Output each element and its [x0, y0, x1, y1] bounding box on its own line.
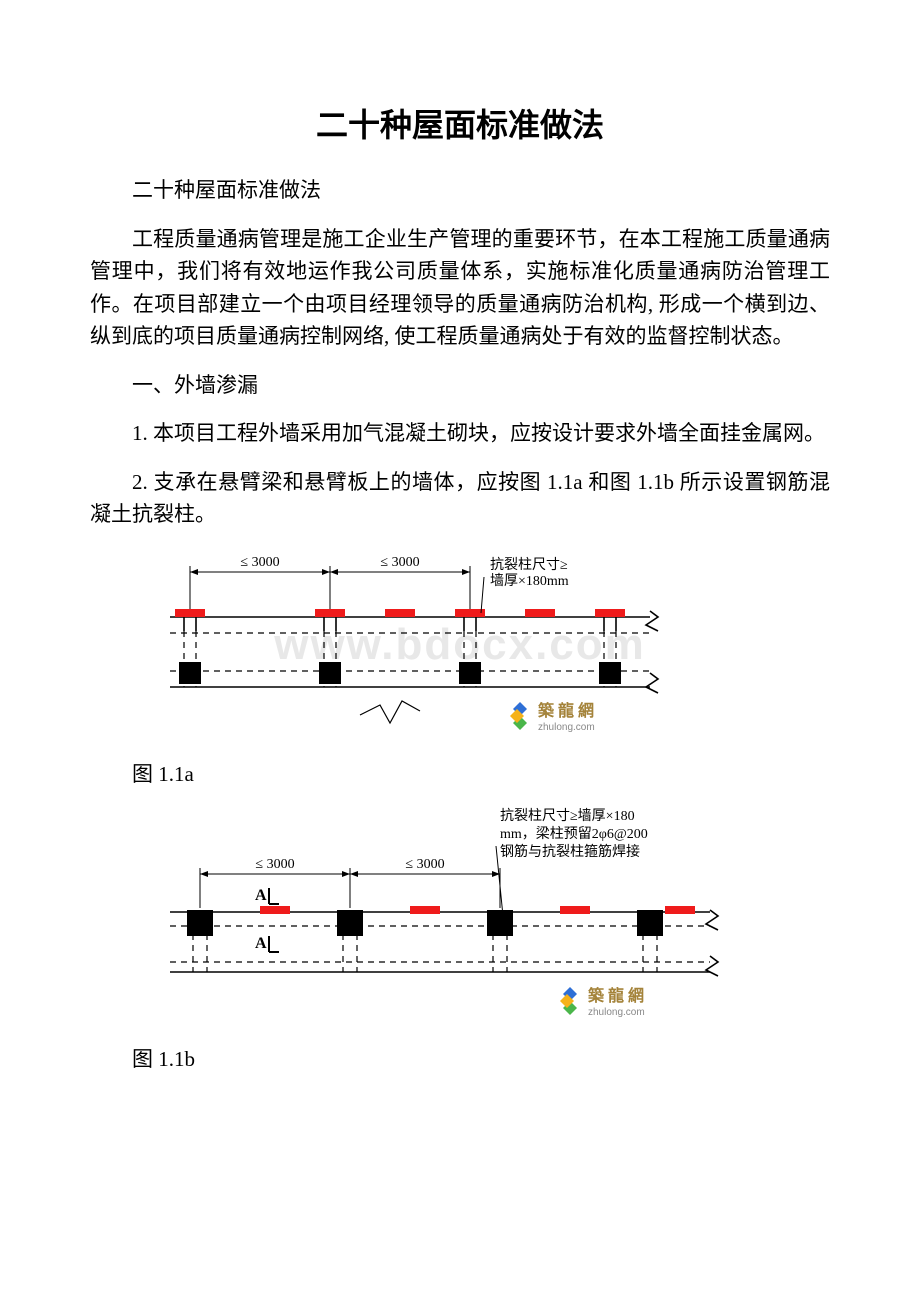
svg-text:≤ 3000: ≤ 3000: [240, 555, 279, 570]
svg-text:A: A: [255, 887, 267, 904]
svg-text:築 龍 網: 築 龍 網: [537, 701, 594, 720]
svg-text:A: A: [255, 935, 267, 952]
page-content: 二十种屋面标准做法 二十种屋面标准做法 工程质量通病管理是施工企业生产管理的重要…: [90, 100, 830, 1073]
figure-1-1b: 抗裂柱尺寸≥墙厚×180 mm，梁柱预留2φ6@200钢筋与抗裂柱箍筋焊接 ≤ 30…: [130, 802, 830, 1037]
paragraph-item-2: 2. 支承在悬臂梁和悬臂板上的墙体，应按图 1.1a 和图 1.1b 所示设置钢…: [90, 466, 830, 531]
page-title: 二十种屋面标准做法: [90, 100, 830, 146]
svg-text:≤ 3000: ≤ 3000: [380, 555, 419, 570]
svg-text:≤ 3000: ≤ 3000: [405, 857, 444, 872]
svg-text:zhulong.com: zhulong.com: [588, 1007, 645, 1018]
paragraph-intro: 工程质量通病管理是施工企业生产管理的重要环节，在本工程施工质量通病管理中，我们将…: [90, 223, 830, 353]
svg-text:mm，梁柱预留2φ6@200: mm，梁柱预留2φ6@200: [500, 826, 648, 842]
svg-text:築 龍 網: 築 龍 網: [587, 986, 644, 1005]
figure-1-1b-caption: 图 1.1b: [90, 1043, 830, 1073]
section-heading-1: 一、外墙渗漏: [90, 369, 830, 402]
subtitle: 二十种屋面标准做法: [90, 174, 830, 207]
paragraph-item-1: 1. 本项目工程外墙采用加气混凝土砌块，应按设计要求外墙全面挂金属网。: [90, 417, 830, 450]
svg-text:≤ 3000: ≤ 3000: [255, 857, 294, 872]
diagram-1-1b-svg: 抗裂柱尺寸≥墙厚×180 mm，梁柱预留2φ6@200钢筋与抗裂柱箍筋焊接 ≤ 30…: [130, 802, 730, 1032]
svg-text:抗裂柱尺寸≥墙厚×180: 抗裂柱尺寸≥墙厚×180: [500, 808, 635, 824]
svg-text:钢筋与抗裂柱箍筋焊接: 钢筋与抗裂柱箍筋焊接: [500, 843, 640, 860]
figure-1-1a: ≤ 3000 ≤ 3000 抗裂柱尺寸≥墙厚×180mm 築 龍 網 zhulong.c…: [130, 547, 830, 752]
diagram-1-1a-svg: ≤ 3000 ≤ 3000 抗裂柱尺寸≥墙厚×180mm 築 龍 網 zhulong.c…: [130, 547, 670, 747]
svg-text:zhulong.com: zhulong.com: [538, 722, 595, 733]
figure-1-1a-caption: 图 1.1a: [90, 758, 830, 788]
svg-text:墙厚×180mm: 墙厚×180mm: [490, 573, 569, 589]
svg-text:抗裂柱尺寸≥: 抗裂柱尺寸≥: [490, 557, 568, 573]
